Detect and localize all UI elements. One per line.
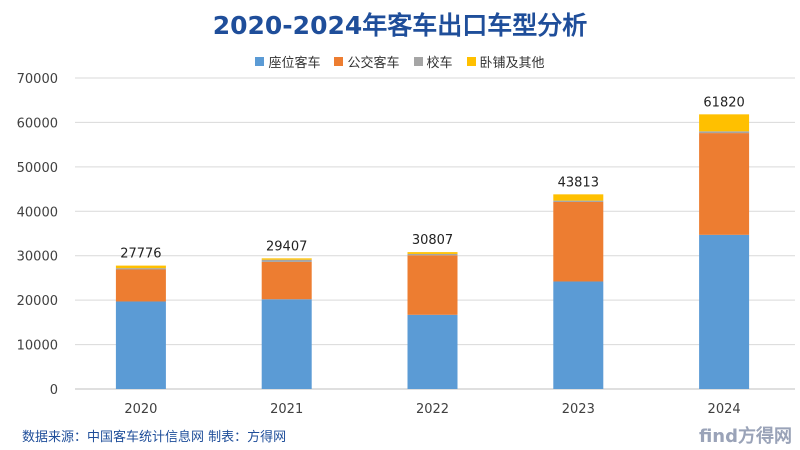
legend-label: 卧铺及其他 bbox=[479, 56, 545, 71]
total-data-label: 27776 bbox=[120, 247, 161, 262]
y-tick-label: 70000 bbox=[17, 72, 58, 87]
legend-item: 座位客车 bbox=[255, 52, 320, 71]
x-tick-label: 2021 bbox=[270, 402, 303, 417]
bar-segment bbox=[699, 133, 750, 235]
total-data-label: 61820 bbox=[703, 95, 744, 110]
x-tick-label: 2024 bbox=[708, 402, 741, 417]
x-tick-label: 2020 bbox=[124, 402, 157, 417]
bar-segment bbox=[115, 301, 166, 389]
bar-segment bbox=[407, 314, 458, 389]
legend-swatch bbox=[334, 57, 344, 66]
x-tick-label: 2023 bbox=[562, 402, 595, 417]
legend-item: 校车 bbox=[413, 52, 453, 71]
chart-title: 2020-2024年客车出口车型分析 bbox=[212, 11, 588, 40]
legend-swatch bbox=[466, 57, 476, 66]
bar-segment bbox=[553, 201, 604, 282]
bar-segment bbox=[699, 114, 750, 132]
y-tick-label: 50000 bbox=[17, 161, 58, 176]
x-tick-label: 2022 bbox=[416, 402, 449, 417]
bar-segment bbox=[261, 259, 312, 262]
legend-item: 公交客车 bbox=[334, 52, 400, 71]
bar-segment bbox=[553, 281, 604, 389]
y-tick-label: 20000 bbox=[17, 294, 58, 309]
bar-segment bbox=[407, 252, 458, 254]
legend-swatch bbox=[413, 57, 423, 66]
bar-segment bbox=[115, 265, 166, 269]
y-tick-label: 30000 bbox=[17, 250, 58, 265]
y-tick-label: 0 bbox=[50, 383, 58, 398]
legend-label: 座位客车 bbox=[268, 56, 321, 71]
bar-segment bbox=[261, 258, 312, 260]
legend: 座位客车 公交客车 校车 卧铺及其他 bbox=[0, 52, 800, 71]
legend-label: 校车 bbox=[426, 56, 453, 71]
legend-swatch bbox=[255, 57, 265, 66]
y-tick-label: 40000 bbox=[17, 205, 58, 220]
legend-item: 卧铺及其他 bbox=[466, 52, 545, 71]
bar-segment bbox=[553, 200, 604, 202]
legend-label: 公交客车 bbox=[347, 56, 400, 71]
total-data-label: 29407 bbox=[266, 239, 307, 254]
y-tick-label: 60000 bbox=[17, 116, 58, 131]
y-tick-label: 10000 bbox=[17, 339, 58, 354]
total-data-label: 43813 bbox=[558, 175, 599, 190]
bar-segment bbox=[553, 194, 604, 201]
watermark-logo: find方得网 bbox=[698, 426, 792, 447]
bar-segment bbox=[261, 299, 312, 389]
bar-segment bbox=[407, 255, 458, 315]
total-data-label: 30807 bbox=[412, 233, 453, 248]
bar-segment bbox=[699, 234, 750, 389]
data-source-note: 数据来源：中国客车统计信息网 制表：方得网 bbox=[22, 430, 287, 445]
bar-segment bbox=[407, 253, 458, 256]
bar-segment bbox=[115, 268, 166, 270]
bar-segment bbox=[699, 131, 750, 134]
bar-segment bbox=[261, 261, 312, 300]
bar-segment bbox=[115, 269, 166, 302]
